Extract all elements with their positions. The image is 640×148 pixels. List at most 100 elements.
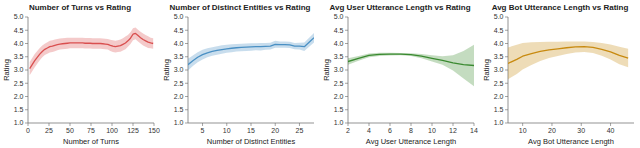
x-tick-label: 40 [607, 127, 615, 134]
y-tick-label: 4.5 [174, 27, 184, 34]
y-tick-label: 4.0 [334, 40, 344, 47]
x-tick-label: 20 [548, 127, 556, 134]
x-tick [610, 123, 611, 126]
title: Avg Bot Utterance Length vs Rating [492, 3, 629, 12]
x-tick-label: 30 [577, 127, 585, 134]
x-tick [91, 123, 92, 126]
confidence-band [188, 33, 314, 71]
x-tick [551, 123, 552, 126]
x-tick-label: 12 [449, 127, 457, 134]
y-tick [185, 30, 188, 31]
y-tick [505, 43, 508, 44]
x-tick [581, 123, 582, 126]
chart-canvas: 1.01.52.02.53.03.54.04.55.00255075100125… [0, 0, 640, 148]
y-tick-label: 1.0 [494, 119, 504, 126]
y-tick-label: 1.5 [174, 106, 184, 113]
y-tick [25, 96, 28, 97]
y-tick [345, 96, 348, 97]
x-tick [299, 123, 300, 126]
y-tick-label: 4.0 [494, 40, 504, 47]
y-tick-label: 2.5 [334, 80, 344, 87]
plot-area [188, 33, 314, 71]
x-tick [49, 123, 50, 126]
x-axis-label: Number of Turns [63, 137, 119, 146]
y-tick [25, 123, 28, 124]
x-tick [133, 123, 134, 126]
y-tick-label: 2.0 [174, 93, 184, 100]
y-axis-line [348, 17, 349, 123]
y-tick [185, 83, 188, 84]
y-tick [185, 96, 188, 97]
plot-area [508, 41, 628, 79]
confidence-band [348, 45, 474, 86]
y-tick [505, 123, 508, 124]
y-axis-label: Rating [2, 59, 11, 81]
y-tick-label: 4.5 [14, 27, 24, 34]
confidence-band [30, 28, 153, 76]
x-axis-label: Avg Bot Utterance Length [528, 137, 614, 146]
x-tick-label: 150 [148, 127, 160, 134]
y-tick [345, 43, 348, 44]
y-tick [25, 17, 28, 18]
x-tick-label: 125 [127, 127, 139, 134]
y-tick [185, 43, 188, 44]
x-tick [275, 123, 276, 126]
x-tick-label: 20 [271, 127, 279, 134]
x-tick [474, 123, 475, 126]
y-tick-label: 4.5 [334, 27, 344, 34]
line [348, 54, 474, 65]
y-tick [345, 109, 348, 110]
y-tick [505, 30, 508, 31]
x-axis-line [28, 123, 154, 124]
y-tick [185, 70, 188, 71]
x-tick-label: 50 [66, 127, 74, 134]
x-axis-line [188, 123, 314, 124]
x-tick [348, 123, 349, 126]
x-tick [411, 123, 412, 126]
y-tick-label: 4.0 [14, 40, 24, 47]
y-tick [185, 123, 188, 124]
x-tick-label: 6 [388, 127, 392, 134]
y-tick [25, 56, 28, 57]
x-tick [251, 123, 252, 126]
y-tick [185, 109, 188, 110]
y-tick-label: 5.0 [334, 13, 344, 20]
y-tick [345, 70, 348, 71]
confidence-band [508, 41, 628, 79]
plot-area [348, 45, 474, 86]
x-axis-line [348, 123, 474, 124]
y-tick-label: 3.5 [494, 53, 504, 60]
x-tick [154, 123, 155, 126]
x-axis-line [508, 123, 634, 124]
y-tick [25, 43, 28, 44]
x-tick-label: 14 [470, 127, 478, 134]
x-tick [522, 123, 523, 126]
x-tick-label: 15 [247, 127, 255, 134]
y-tick-label: 5.0 [494, 13, 504, 20]
x-tick [226, 123, 227, 126]
x-tick [369, 123, 370, 126]
y-tick-label: 2.0 [494, 93, 504, 100]
x-tick-label: 2 [346, 127, 350, 134]
y-tick-label: 2.0 [14, 93, 24, 100]
y-tick-label: 3.0 [334, 66, 344, 73]
y-tick-label: 3.0 [174, 66, 184, 73]
y-tick-label: 1.0 [14, 119, 24, 126]
title: Number of Distinct Entities vs Rating [170, 3, 311, 12]
x-tick-label: 10 [428, 127, 436, 134]
y-tick-label: 4.0 [174, 40, 184, 47]
y-tick [505, 109, 508, 110]
y-tick [505, 70, 508, 71]
y-tick-label: 2.5 [494, 80, 504, 87]
y-tick [25, 83, 28, 84]
y-tick-label: 2.0 [334, 93, 344, 100]
y-tick-label: 3.0 [14, 66, 24, 73]
panel: 1.01.52.02.53.03.54.04.55.02468101214Avg… [322, 3, 478, 146]
y-tick [25, 109, 28, 110]
x-axis-label: Avg User Utterance Length [366, 137, 456, 146]
line [188, 38, 314, 65]
y-tick [505, 83, 508, 84]
y-tick [345, 17, 348, 18]
x-tick [432, 123, 433, 126]
y-axis-label: Rating [482, 59, 491, 81]
